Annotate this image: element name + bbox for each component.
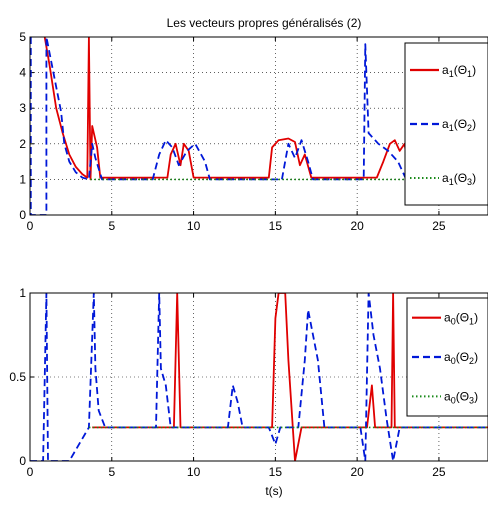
y-tick-label: 0 — [19, 454, 26, 468]
series-line-1 — [43, 37, 488, 181]
x-tick-label: 20 — [350, 465, 364, 479]
x-tick-label: 20 — [350, 219, 364, 233]
axes-frame — [29, 36, 488, 216]
x-tick-label: 25 — [432, 219, 446, 233]
y-tick-label: 4 — [19, 66, 26, 80]
legend-entry-label: a0(Θ3) — [444, 389, 478, 405]
legend-entry-label: a1(Θ2) — [442, 117, 476, 133]
plot-lines — [30, 37, 488, 215]
y-tick-label: 0.5 — [9, 370, 26, 384]
x-tick-label: 5 — [108, 219, 115, 233]
legend-entry-label: a1(Θ3) — [442, 171, 476, 187]
legend-entry-label: a0(Θ2) — [444, 350, 478, 366]
x-tick-label: 0 — [27, 219, 34, 233]
x-tick-label: 0 — [27, 465, 34, 479]
bottom-chart: 0 5 10 15 20 25 0 0.5 1 t(s) a0(Θ1) a0(Θ2) a0(Θ3) — [9, 286, 488, 498]
y-tick-label: 0 — [19, 208, 26, 222]
x-tick-label: 15 — [269, 219, 283, 233]
y-tick-label: 3 — [19, 101, 26, 115]
legend: a0(Θ1) a0(Θ2) a0(Θ3) — [406, 297, 488, 417]
chart-title: Les vecteurs propres généralisés (2) — [167, 16, 362, 30]
axes-frame — [29, 292, 488, 462]
series-line-2 — [30, 37, 488, 215]
x-tick-label: 15 — [269, 465, 283, 479]
y-tick-label: 2 — [19, 137, 26, 151]
x-tick-label: 10 — [187, 219, 201, 233]
x-tick-label: 25 — [432, 465, 446, 479]
legend-entry-label: a1(Θ1) — [442, 63, 476, 79]
legend-entry-label: a0(Θ1) — [444, 311, 478, 327]
plot-lines — [30, 293, 488, 461]
legend: a1(Θ1) a1(Θ2) a1(Θ3) — [404, 42, 488, 206]
series-line-2 — [30, 293, 488, 461]
x-axis-label: t(s) — [265, 484, 282, 498]
x-tick-label: 10 — [187, 465, 201, 479]
top-chart: 0 5 10 15 20 25 0 1 2 3 4 5 Les vecteurs propres gén… — [19, 16, 488, 233]
x-tick-label: 5 — [108, 465, 115, 479]
y-tick-label: 5 — [19, 30, 26, 44]
y-tick-label: 1 — [19, 172, 26, 186]
series-line-1 — [92, 293, 488, 461]
y-tick-label: 1 — [19, 286, 26, 300]
